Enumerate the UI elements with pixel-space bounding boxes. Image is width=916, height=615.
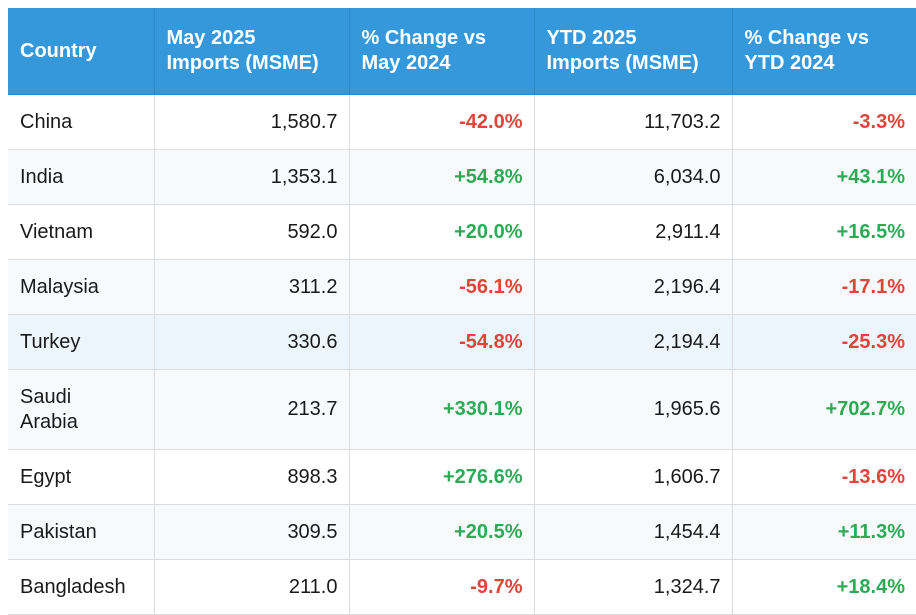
ytd-imports-cell: 1,965.6 — [534, 369, 733, 450]
may-imports-cell: 1,353.1 — [154, 149, 350, 205]
ytd-change-cell: +702.7% — [732, 369, 916, 450]
may-change-cell: -9.7% — [349, 559, 535, 615]
may-change-cell: -42.0% — [349, 94, 535, 150]
may-change-cell: +276.6% — [349, 449, 535, 505]
may-imports-cell: 213.7 — [154, 369, 350, 450]
may-change-cell: +20.5% — [349, 504, 535, 560]
may-imports-cell: 211.0 — [154, 559, 350, 615]
ytd-imports-cell: 2,194.4 — [534, 314, 733, 370]
country-cell: China — [8, 94, 155, 150]
ytd-change-cell: +11.3% — [732, 504, 916, 560]
may-imports-cell: 592.0 — [154, 204, 350, 260]
header-country: Country — [8, 8, 155, 95]
may-change-cell: -54.8% — [349, 314, 535, 370]
ytd-imports-cell: 2,196.4 — [534, 259, 733, 315]
table-row: Turkey 330.6 -54.8% 2,194.4 -25.3% — [8, 314, 916, 370]
table-body: China 1,580.7 -42.0% 11,703.2 -3.3% India 1,35… — [8, 94, 916, 615]
may-change-cell: +54.8% — [349, 149, 535, 205]
country-cell: Vietnam — [8, 204, 155, 260]
table-row: Pakistan 309.5 +20.5% 1,454.4 +11.3% — [8, 504, 916, 560]
may-change-cell: +330.1% — [349, 369, 535, 450]
table-row: Egypt 898.3 +276.6% 1,606.7 -13.6% — [8, 449, 916, 505]
ytd-change-cell: +16.5% — [732, 204, 916, 260]
table-row: Saudi Arabia 213.7 +330.1% 1,965.6 +702.7% — [8, 369, 916, 450]
country-cell: Pakistan — [8, 504, 155, 560]
ytd-change-cell: +18.4% — [732, 559, 916, 615]
may-change-cell: +20.0% — [349, 204, 535, 260]
may-imports-cell: 311.2 — [154, 259, 350, 315]
table-row: India 1,353.1 +54.8% 6,034.0 +43.1% — [8, 149, 916, 205]
country-cell: Turkey — [8, 314, 155, 370]
header-row: Country May 2025 Imports (MSME) % Change … — [8, 8, 916, 95]
ytd-imports-cell: 11,703.2 — [534, 94, 733, 150]
country-cell: India — [8, 149, 155, 205]
may-imports-cell: 309.5 — [154, 504, 350, 560]
ytd-imports-cell: 1,606.7 — [534, 449, 733, 505]
imports-table: Country May 2025 Imports (MSME) % Change … — [8, 8, 916, 615]
ytd-imports-cell: 1,324.7 — [534, 559, 733, 615]
table-row: China 1,580.7 -42.0% 11,703.2 -3.3% — [8, 94, 916, 150]
ytd-imports-cell: 1,454.4 — [534, 504, 733, 560]
ytd-change-cell: +43.1% — [732, 149, 916, 205]
may-imports-cell: 1,580.7 — [154, 94, 350, 150]
country-cell: Bangladesh — [8, 559, 155, 615]
ytd-imports-cell: 6,034.0 — [534, 149, 733, 205]
ytd-change-cell: -25.3% — [732, 314, 916, 370]
table-row: Bangladesh 211.0 -9.7% 1,324.7 +18.4% — [8, 559, 916, 615]
country-cell: Saudi Arabia — [8, 369, 155, 450]
header-ytd-change: % Change vs YTD 2024 — [732, 8, 916, 95]
may-imports-cell: 898.3 — [154, 449, 350, 505]
header-may-imports: May 2025 Imports (MSME) — [154, 8, 350, 95]
ytd-change-cell: -13.6% — [732, 449, 916, 505]
header-ytd-imports: YTD 2025 Imports (MSME) — [534, 8, 733, 95]
table-row: Malaysia 311.2 -56.1% 2,196.4 -17.1% — [8, 259, 916, 315]
country-cell: Malaysia — [8, 259, 155, 315]
ytd-change-cell: -17.1% — [732, 259, 916, 315]
ytd-imports-cell: 2,911.4 — [534, 204, 733, 260]
may-imports-cell: 330.6 — [154, 314, 350, 370]
may-change-cell: -56.1% — [349, 259, 535, 315]
country-cell: Egypt — [8, 449, 155, 505]
table-row: Vietnam 592.0 +20.0% 2,911.4 +16.5% — [8, 204, 916, 260]
header-may-change: % Change vs May 2024 — [349, 8, 535, 95]
ytd-change-cell: -3.3% — [732, 94, 916, 150]
